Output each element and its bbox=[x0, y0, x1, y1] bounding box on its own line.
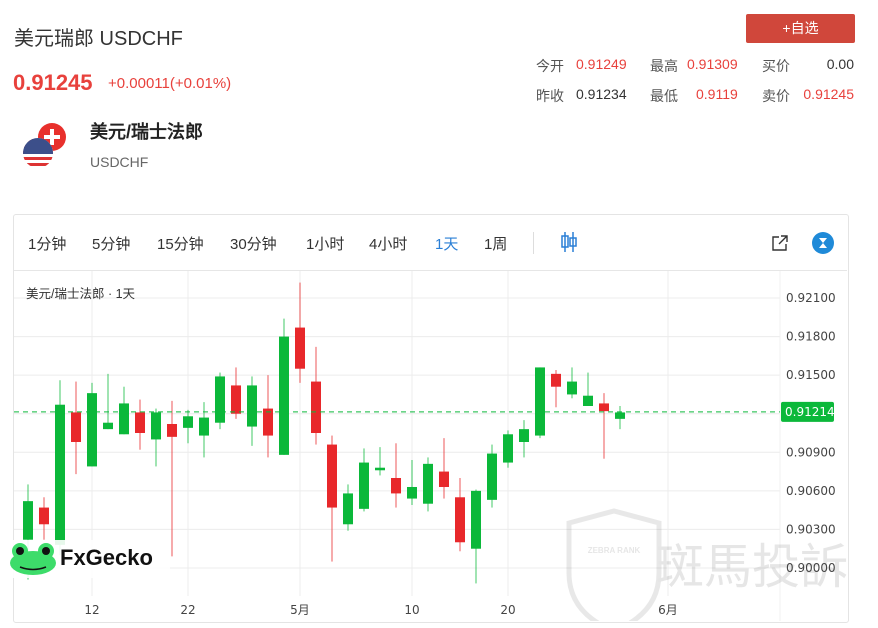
candle-body bbox=[327, 444, 337, 508]
candle-body bbox=[151, 412, 161, 440]
candle-body bbox=[295, 327, 305, 369]
y-tick-label: 0.91800 bbox=[786, 330, 836, 344]
high-value: 0.91309 bbox=[687, 56, 738, 72]
toolbar-divider bbox=[533, 232, 534, 254]
candle-body bbox=[391, 477, 401, 494]
y-tick-label: 0.92100 bbox=[786, 291, 836, 305]
bid-value: 0.00 bbox=[826, 56, 854, 72]
low-label: 最低 bbox=[650, 88, 678, 104]
candle-body bbox=[439, 471, 449, 487]
candle-body bbox=[247, 385, 257, 427]
candle-body bbox=[615, 412, 625, 419]
x-tick-label: 6月 bbox=[658, 603, 678, 617]
fxgecko-watermark: FxGecko bbox=[8, 540, 170, 578]
last-price-label: 0.91214 bbox=[785, 405, 835, 419]
chart-panel bbox=[13, 214, 849, 623]
x-tick-label: 22 bbox=[180, 603, 195, 617]
candle-body bbox=[343, 493, 353, 525]
candlestick-icon[interactable] bbox=[560, 231, 578, 253]
x-tick-label: 20 bbox=[500, 603, 515, 617]
candle-body bbox=[23, 501, 33, 540]
low-value: 0.9119 bbox=[696, 86, 738, 102]
tab-15min[interactable]: 15分钟 bbox=[157, 236, 204, 253]
candle-body bbox=[567, 381, 577, 395]
candle-body bbox=[231, 385, 241, 414]
y-tick-label: 0.90900 bbox=[786, 445, 836, 459]
zebra-watermark: 斑馬投訴 ZEBRA RANK bbox=[566, 508, 847, 621]
prev-close-value: 0.91234 bbox=[576, 86, 627, 102]
y-tick-label: 0.90600 bbox=[786, 484, 836, 498]
candle-body bbox=[407, 486, 417, 499]
candle-body bbox=[215, 376, 225, 423]
current-price: 0.91245 bbox=[13, 70, 93, 95]
candle-body bbox=[87, 393, 97, 467]
tab-30min[interactable]: 30分钟 bbox=[230, 236, 277, 253]
candle-body bbox=[375, 467, 385, 471]
candle-body bbox=[103, 422, 113, 430]
tab-1hour[interactable]: 1小时 bbox=[306, 236, 345, 253]
candle-body bbox=[311, 381, 321, 433]
instrument-code: USDCHF bbox=[90, 154, 149, 170]
zebra-watermark-text: 斑馬投訴 bbox=[656, 541, 847, 594]
candle-body bbox=[423, 463, 433, 504]
add-watchlist-button[interactable]: +自选 bbox=[746, 14, 855, 43]
candle-body bbox=[199, 417, 209, 436]
candle-body bbox=[455, 497, 465, 543]
ask-value: 0.91245 bbox=[803, 86, 854, 102]
candle-body bbox=[519, 429, 529, 442]
fxgecko-text: FxGecko bbox=[60, 545, 153, 570]
prev-close-label: 昨收 bbox=[536, 88, 564, 104]
instrument-name: 美元/瑞士法郎 bbox=[90, 122, 204, 142]
candle-body bbox=[359, 462, 369, 509]
price-change: +0.00011(+0.01%) bbox=[108, 75, 232, 92]
gecko-logo-icon bbox=[10, 543, 56, 575]
candlestick-chart[interactable]: 斑馬投訴 ZEBRA RANK 0.92100 0.91800 0.91500 0.909… bbox=[14, 271, 847, 621]
candle-body bbox=[551, 373, 561, 387]
candle-body bbox=[503, 434, 513, 463]
candle-body bbox=[39, 507, 49, 525]
candle-body bbox=[135, 412, 145, 433]
zebra-shield-icon bbox=[566, 508, 662, 621]
candle-body bbox=[487, 453, 497, 500]
page-title: 美元瑞郎 USDCHF bbox=[14, 28, 183, 50]
candle-body bbox=[583, 395, 593, 406]
candle-body bbox=[71, 412, 81, 442]
open-value: 0.91249 bbox=[576, 56, 627, 72]
candle-body bbox=[263, 408, 273, 436]
x-tick-label: 10 bbox=[404, 603, 419, 617]
y-tick-label: 0.91500 bbox=[786, 368, 836, 382]
y-tick-label: 0.90300 bbox=[786, 522, 836, 536]
x-tick-label: 5月 bbox=[290, 603, 310, 617]
ask-label: 卖价 bbox=[762, 88, 790, 104]
popout-icon[interactable] bbox=[771, 234, 789, 252]
candle-body bbox=[279, 336, 289, 455]
open-label: 今开 bbox=[536, 58, 564, 74]
usd-chf-flag-icon bbox=[23, 123, 66, 168]
tab-1week[interactable]: 1周 bbox=[484, 236, 508, 253]
tab-1min[interactable]: 1分钟 bbox=[28, 236, 67, 253]
candle-body bbox=[119, 403, 129, 435]
tab-1day[interactable]: 1天 bbox=[435, 236, 459, 253]
high-label: 最高 bbox=[650, 58, 678, 74]
tab-4hour[interactable]: 4小时 bbox=[369, 236, 408, 253]
candle-body bbox=[55, 404, 65, 545]
chart-toolbar bbox=[14, 215, 847, 271]
x-tick-label: 12 bbox=[84, 603, 99, 617]
last-price-badge bbox=[781, 401, 834, 422]
zebra-badge-text: ZEBRA RANK bbox=[588, 546, 641, 555]
candle-body bbox=[535, 367, 545, 436]
candle-body bbox=[167, 423, 177, 437]
candle-body bbox=[599, 403, 609, 412]
tab-5min[interactable]: 5分钟 bbox=[92, 236, 131, 253]
y-tick-label: 0.90000 bbox=[786, 561, 836, 575]
tradingview-logo-icon[interactable] bbox=[812, 232, 834, 254]
candle-body bbox=[183, 416, 193, 428]
bid-label: 买价 bbox=[762, 58, 790, 74]
candle-body bbox=[471, 490, 481, 549]
chart-legend: 美元/瑞士法郎 · 1天 bbox=[26, 287, 136, 301]
